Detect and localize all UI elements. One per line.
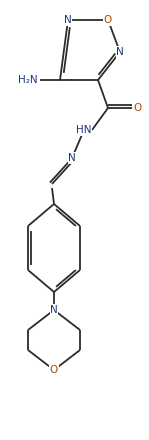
Text: N: N [50,305,58,315]
Text: N: N [68,153,76,163]
Text: O: O [133,103,141,113]
Text: HN: HN [76,125,92,135]
Text: N: N [64,15,72,25]
Text: H₂N: H₂N [18,75,38,85]
Text: N: N [116,47,124,57]
Text: O: O [104,15,112,25]
Text: O: O [50,365,58,375]
